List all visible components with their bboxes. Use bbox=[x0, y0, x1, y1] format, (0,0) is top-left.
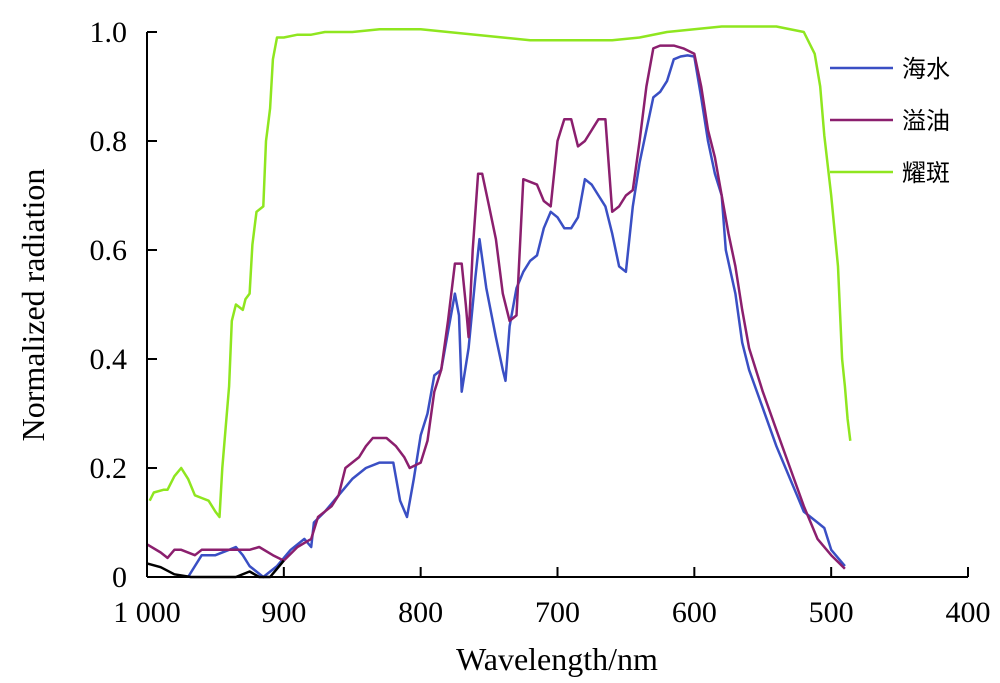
y-tick-label: 0.8 bbox=[90, 125, 128, 158]
plot-lines bbox=[146, 25, 852, 579]
y-tick-label: 0 bbox=[112, 561, 127, 594]
x-axis-title: Wavelength/nm bbox=[456, 641, 658, 677]
x-tick-label: 900 bbox=[261, 596, 306, 629]
y-tick-label: 0.2 bbox=[90, 452, 128, 485]
x-ticks: 1 000 900 800 700 600 500 400 bbox=[113, 567, 991, 629]
y-tick-label: 1.0 bbox=[90, 16, 128, 49]
y-axis-title: Normalized radiation bbox=[15, 169, 51, 442]
x-tick-label: 600 bbox=[672, 596, 717, 629]
y-ticks: 0 0.2 0.4 0.6 0.8 1.0 bbox=[90, 16, 157, 594]
series-line-3 bbox=[148, 25, 852, 519]
series-line-1 bbox=[187, 54, 846, 579]
legend-label: 耀斑 bbox=[902, 159, 950, 187]
x-tick-label: 800 bbox=[398, 596, 443, 629]
x-tick-label: 500 bbox=[809, 596, 854, 629]
legend-label: 海水 bbox=[902, 55, 950, 83]
x-tick-label: 400 bbox=[946, 596, 991, 629]
series-line-4 bbox=[146, 559, 285, 579]
x-tick-label: 1 000 bbox=[113, 596, 181, 629]
x-tick-label: 700 bbox=[535, 596, 580, 629]
y-tick-label: 0.6 bbox=[90, 234, 128, 267]
legend-label: 溢油 bbox=[902, 107, 950, 135]
series-line-2 bbox=[146, 44, 846, 570]
y-tick-label: 0.4 bbox=[90, 343, 128, 376]
